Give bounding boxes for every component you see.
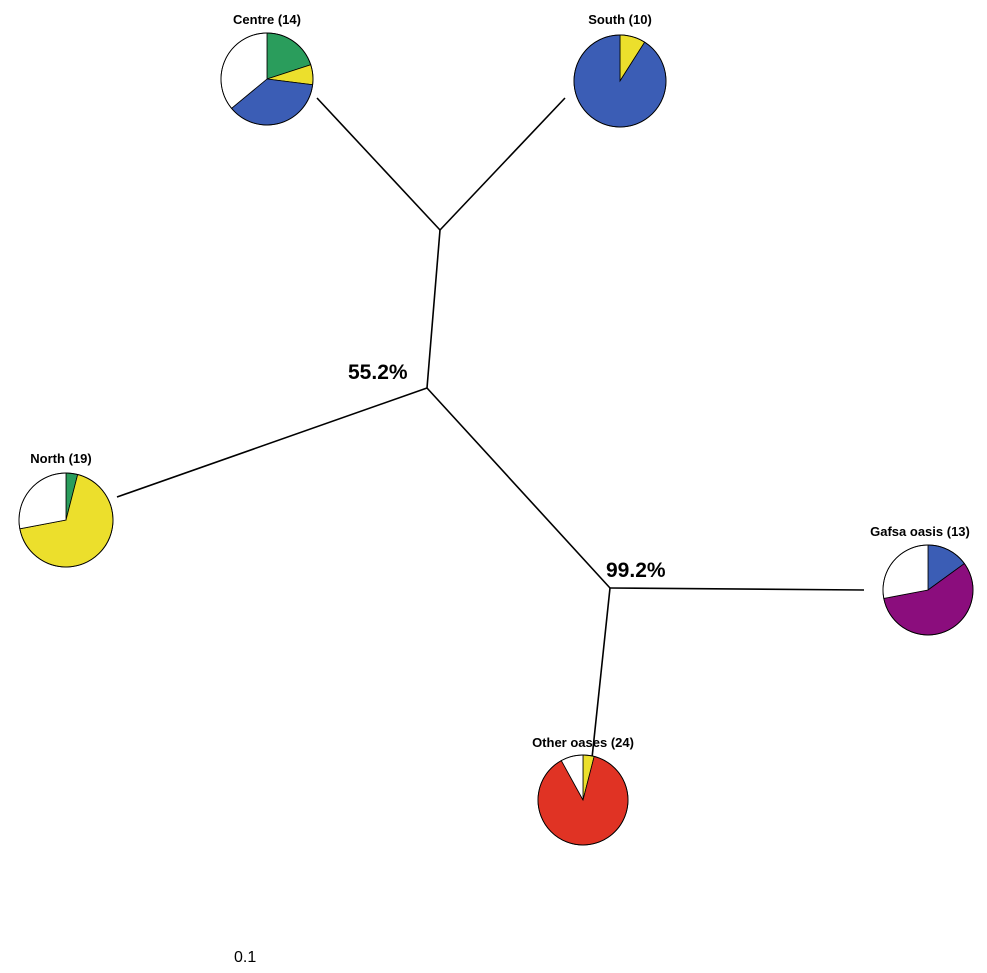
label-south: South (10) (588, 12, 652, 27)
pie-slice-north-white (18, 472, 67, 530)
branch-root-to-north (116, 387, 428, 498)
pie-slice-gafsa-white (882, 544, 929, 599)
branch-lower-to-gafsa (609, 587, 865, 591)
pie-centre (220, 32, 314, 126)
label-centre: Centre (14) (233, 12, 301, 27)
pie-slice-south-blue (573, 34, 667, 128)
scale-label: 0.1 (234, 949, 256, 966)
pie-north (18, 472, 114, 568)
pie-outline-gafsa (882, 544, 974, 636)
branches (116, 97, 865, 759)
branch-root-to-top (426, 229, 441, 389)
label-north: North (19) (30, 451, 91, 466)
support-value-lower: 99.2% (606, 559, 666, 582)
branch-top-to-south (439, 97, 566, 231)
pie-outline-south (573, 34, 667, 128)
branch-top-to-centre (316, 97, 441, 231)
pie-outline-other (537, 754, 629, 846)
branch-root-to-lower (426, 387, 611, 589)
branch-lower-to-other (591, 587, 611, 759)
label-gafsa: Gafsa oasis (13) (870, 524, 970, 539)
support-value-root: 55.2% (348, 361, 408, 384)
pie-gafsa (882, 544, 974, 636)
pie-other-oases (537, 754, 629, 846)
pie-south (573, 34, 667, 128)
pie-outline-north (18, 472, 114, 568)
label-other-oases: Other oases (24) (532, 735, 634, 750)
pie-outline-centre (220, 32, 314, 126)
